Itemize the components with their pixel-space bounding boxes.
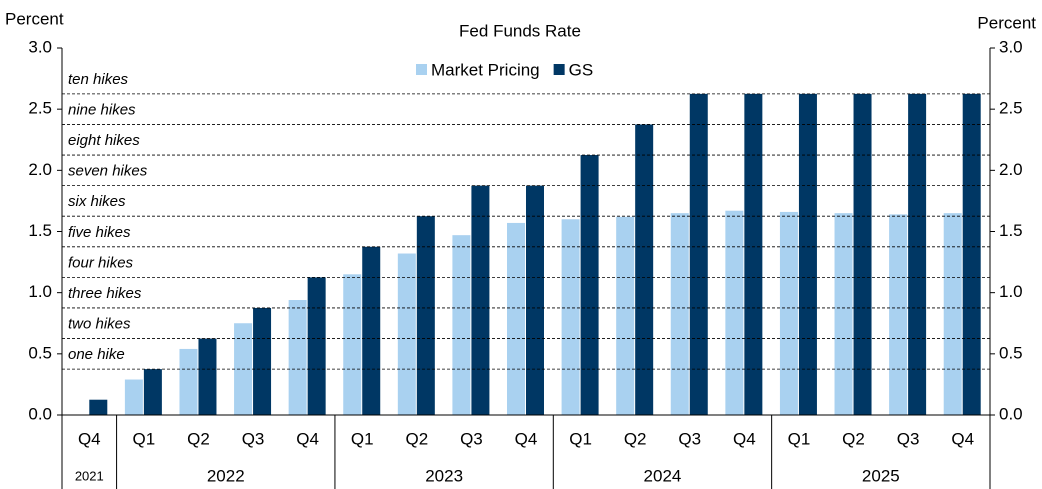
- bar: [744, 93, 763, 415]
- bar: [635, 124, 654, 415]
- bar: [616, 216, 635, 415]
- legend-swatch: [553, 64, 565, 75]
- bar: [307, 277, 326, 415]
- x-group-label: 2023: [425, 466, 463, 485]
- reference-label: seven hikes: [68, 163, 148, 180]
- bar: [962, 93, 981, 415]
- bar: [343, 274, 362, 415]
- legend-swatch: [416, 64, 427, 75]
- x-tick-label: Q4: [733, 429, 756, 448]
- x-tick-label: Q2: [187, 429, 210, 448]
- y-tick-label: 0.0: [28, 404, 52, 423]
- bar: [253, 307, 272, 415]
- bar: [288, 300, 307, 415]
- bar: [834, 213, 853, 415]
- x-tick-label: Q1: [351, 429, 374, 448]
- x-group-label: 2024: [644, 466, 682, 485]
- y-tick-label: 3.0: [28, 37, 52, 56]
- y2-axis-label: Percent: [977, 13, 1036, 32]
- x-tick-label: Q4: [78, 429, 101, 448]
- y2-tick-label: 0.5: [999, 343, 1023, 362]
- reference-label: eight hikes: [68, 132, 140, 149]
- bar: [362, 246, 381, 415]
- reference-label: three hikes: [68, 285, 142, 302]
- y2-tick-label: 1.5: [999, 221, 1023, 240]
- reference-label: four hikes: [68, 254, 134, 271]
- reference-label: one hike: [68, 346, 125, 363]
- y-tick-label: 2.0: [28, 160, 52, 179]
- bar: [179, 348, 198, 415]
- y-axis-label: Percent: [5, 9, 64, 28]
- y2-tick-label: 2.5: [999, 99, 1023, 118]
- bar: [689, 93, 708, 415]
- y2-tick-label: 0.0: [999, 404, 1023, 423]
- x-tick-label: Q2: [624, 429, 647, 448]
- y2-tick-label: 2.0: [999, 160, 1023, 179]
- bar: [89, 399, 108, 415]
- bar: [561, 219, 580, 415]
- y-tick-label: 1.0: [28, 282, 52, 301]
- reference-label: nine hikes: [68, 101, 136, 118]
- chart-title: Fed Funds Rate: [459, 21, 581, 40]
- x-tick-label: Q3: [242, 429, 265, 448]
- bar: [416, 216, 435, 415]
- x-tick-label: Q4: [951, 429, 974, 448]
- bar: [580, 155, 599, 415]
- x-tick-label: Q3: [678, 429, 701, 448]
- reference-label: five hikes: [68, 224, 131, 241]
- x-group-label: 2021: [75, 468, 104, 483]
- reference-label: ten hikes: [68, 71, 129, 88]
- reference-label: two hikes: [68, 316, 131, 333]
- y2-tick-label: 1.0: [999, 282, 1023, 301]
- y-tick-label: 1.5: [28, 221, 52, 240]
- bar: [798, 93, 817, 415]
- y-tick-label: 0.5: [28, 343, 52, 362]
- bar: [943, 213, 962, 415]
- bar: [452, 235, 471, 415]
- legend-label: Market Pricing: [431, 60, 540, 79]
- bar: [779, 211, 798, 415]
- x-tick-label: Q1: [133, 429, 156, 448]
- y-tick-label: 2.5: [28, 99, 52, 118]
- x-group-label: 2025: [862, 466, 900, 485]
- legend-label: GS: [569, 60, 594, 79]
- bar: [670, 213, 689, 415]
- x-tick-label: Q2: [405, 429, 428, 448]
- x-tick-label: Q3: [460, 429, 483, 448]
- x-group-label: 2022: [207, 466, 245, 485]
- x-tick-label: Q1: [569, 429, 592, 448]
- y2-tick-label: 3.0: [999, 37, 1023, 56]
- bar: [198, 338, 217, 415]
- x-tick-label: Q2: [842, 429, 865, 448]
- reference-label: six hikes: [68, 193, 126, 210]
- bar: [853, 93, 872, 415]
- bar: [143, 369, 162, 415]
- bar: [471, 185, 490, 415]
- bar: [889, 214, 908, 415]
- x-tick-label: Q4: [515, 429, 538, 448]
- bar: [908, 93, 927, 415]
- bar: [397, 253, 416, 415]
- bar: [526, 185, 544, 415]
- bar: [507, 222, 525, 415]
- x-tick-label: Q3: [897, 429, 920, 448]
- x-tick-label: Q4: [296, 429, 319, 448]
- x-tick-label: Q1: [788, 429, 811, 448]
- bar: [124, 379, 143, 415]
- bar: [725, 210, 744, 415]
